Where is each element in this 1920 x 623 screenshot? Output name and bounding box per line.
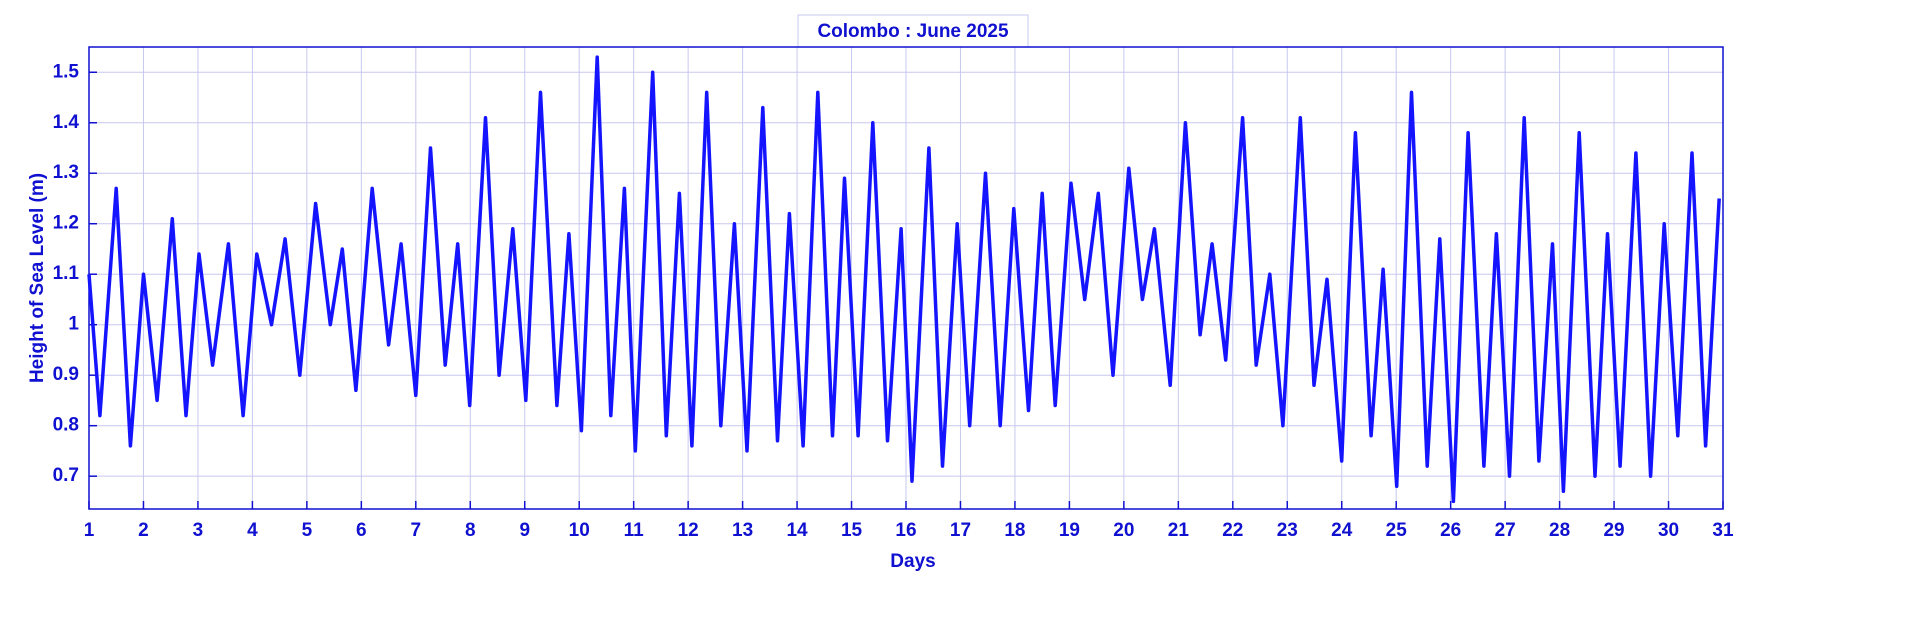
x-tick-label: 26 <box>1440 520 1461 541</box>
x-tick-label: 7 <box>411 520 422 541</box>
x-tick-label: 17 <box>950 520 971 541</box>
x-tick-label: 15 <box>841 520 863 541</box>
y-tick-label: 1.4 <box>53 112 80 133</box>
x-tick-label: 16 <box>895 520 916 541</box>
x-tick-label: 6 <box>356 520 367 541</box>
y-tick-label: 1.3 <box>53 162 79 183</box>
x-tick-label: 18 <box>1004 520 1025 541</box>
x-tick-label: 3 <box>193 520 204 541</box>
x-axis-label: Days <box>890 551 935 572</box>
x-tick-label: 8 <box>465 520 476 541</box>
tide-line <box>87 55 1721 504</box>
x-tick-label: 13 <box>732 520 753 541</box>
x-tick-label: 1 <box>84 520 95 541</box>
x-tick-label: 27 <box>1495 520 1516 541</box>
y-tick-label: 1.2 <box>53 213 79 234</box>
x-tick-label: 22 <box>1222 520 1243 541</box>
x-tick-label: 10 <box>569 520 590 541</box>
x-tick-label: 9 <box>519 520 530 541</box>
x-tick-label: 31 <box>1712 520 1734 541</box>
x-tick-label: 25 <box>1386 520 1408 541</box>
x-tick-label: 11 <box>624 520 645 541</box>
x-tick-label: 4 <box>247 520 258 541</box>
x-tick-label: 29 <box>1603 520 1624 541</box>
x-tick-label: 30 <box>1658 520 1679 541</box>
x-tick-label: 12 <box>678 520 699 541</box>
y-tick-label: 0.8 <box>53 415 79 436</box>
x-tick-label: 19 <box>1059 520 1080 541</box>
x-tick-label: 2 <box>138 520 149 541</box>
y-tick-label: 0.9 <box>53 364 79 385</box>
x-tick-label: 23 <box>1277 520 1298 541</box>
y-tick-label: 1 <box>68 314 79 335</box>
x-tick-label: 5 <box>302 520 313 541</box>
x-tick-label: 20 <box>1113 520 1134 541</box>
y-tick-label: 1.1 <box>53 263 80 284</box>
y-tick-label: 0.7 <box>53 465 79 486</box>
title-box <box>797 14 1029 48</box>
x-tick-label: 21 <box>1168 520 1190 541</box>
y-axis-label: Height of Sea Level (m) <box>27 173 48 383</box>
x-tick-label: 14 <box>786 520 808 541</box>
x-tick-label: 28 <box>1549 520 1570 541</box>
x-tick-label: 24 <box>1331 520 1353 541</box>
chart-title: Colombo : June 2025 <box>817 21 1009 42</box>
y-tick-label: 1.5 <box>53 61 80 82</box>
